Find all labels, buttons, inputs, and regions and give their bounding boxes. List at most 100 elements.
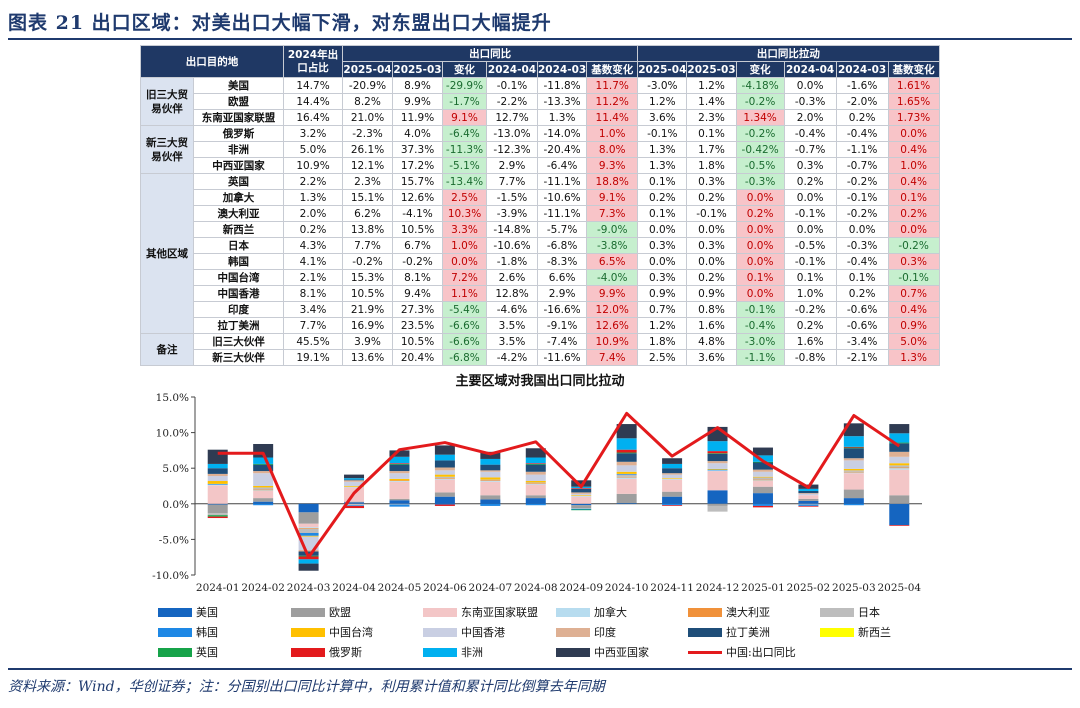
table-cell: 0.0%: [735, 285, 785, 302]
table-cell: 6.2%: [342, 205, 393, 222]
bar-segment: [616, 461, 637, 466]
table-cell: 7.4%: [586, 349, 639, 366]
legend-label: 印度: [594, 626, 616, 639]
table-cell: -11.1%: [536, 205, 588, 222]
table-cell: -1.5%: [486, 189, 538, 206]
table-row: 新三大贸易伙伴 俄罗斯 3.2% -2.3% 4.0% -6.4% -13.0% -14.0%…: [140, 125, 940, 174]
table-cell: 3.9%: [342, 333, 393, 350]
row-label: 中国台湾: [193, 269, 284, 286]
table-cell: 4.3%: [283, 237, 343, 254]
bar-segment: [616, 478, 637, 494]
bar-segment: [889, 467, 910, 469]
group-label: 新三大贸易伙伴: [140, 125, 194, 174]
bar-segment: [798, 503, 819, 505]
table-cell: -0.3%: [735, 173, 785, 190]
table-cell: 11.2%: [586, 93, 639, 110]
header-sub-8: 变化: [735, 61, 785, 78]
bar-segment: [480, 503, 501, 506]
legend-label: 新西兰: [858, 626, 891, 639]
bar-segment: [889, 443, 910, 452]
table-cell: -20.9%: [342, 77, 393, 94]
legend-label: 澳大利亚: [726, 606, 770, 619]
bar-segment: [752, 455, 773, 462]
table-cell: -9.1%: [536, 317, 588, 334]
bar-segment: [525, 484, 546, 496]
table-cell: 0.3%: [783, 157, 837, 174]
legend-swatch: [423, 647, 457, 657]
bar-segment: [707, 471, 728, 491]
legend-swatch: [820, 607, 854, 617]
bar-segment: [662, 458, 683, 464]
table-cell: 4.8%: [686, 333, 737, 350]
table-cell: -12.3%: [486, 141, 538, 158]
bar-segment: [662, 478, 683, 479]
table-cell: 0.2%: [637, 189, 688, 206]
bar-segment: [298, 528, 319, 533]
x-tick-label: 2025-04: [877, 582, 921, 594]
table-cell: -0.1%: [783, 253, 837, 270]
bar-segment: [434, 504, 455, 506]
table-cell: -4.2%: [486, 349, 538, 366]
bar-segment: [843, 436, 864, 447]
table-cell: 2.3%: [686, 109, 737, 126]
table-cell: -13.3%: [536, 93, 588, 110]
bar-segment: [389, 450, 410, 457]
bar-segment: [571, 503, 592, 506]
table-cell: 8.9%: [392, 77, 443, 94]
bar-segment: [525, 495, 546, 499]
bar-segment: [843, 489, 864, 499]
bar-segment: [298, 512, 319, 524]
bar-segment: [843, 423, 864, 437]
bar-segment: [298, 527, 319, 529]
bar-segment: [389, 473, 410, 479]
table-cell: 0.0%: [686, 221, 737, 238]
table-cell: 9.4%: [392, 285, 443, 302]
table-cell: 8.1%: [392, 269, 443, 286]
bar-segment: [434, 454, 455, 461]
table-cell: 0.4%: [887, 301, 940, 318]
bar-segment: [843, 503, 864, 506]
bar-segment: [889, 469, 910, 496]
figure-title-bar: 图表 21 出口区域：对美出口大幅下滑，对东盟出口大幅提升: [8, 4, 1072, 40]
bar-segment: [298, 563, 319, 571]
legend-item: 加拿大: [556, 604, 627, 620]
row-label: 韩国: [193, 253, 284, 270]
y-tick-label: 15.0%: [156, 392, 189, 404]
table-cell: -0.7%: [783, 141, 837, 158]
bar-segment: [344, 478, 365, 480]
bar-segment: [752, 469, 773, 472]
table-cell: 0.3%: [637, 237, 688, 254]
header-sub-6: 2025-04: [637, 61, 688, 78]
legend-swatch: [688, 627, 722, 637]
table-cell: 3.3%: [442, 221, 487, 238]
table-row: 旧三大贸易伙伴 美国 14.7% -20.9% 8.9% -29.9% -0.1% -11.8…: [140, 77, 940, 126]
bar-segment: [480, 477, 501, 480]
table-cell: -0.4%: [783, 125, 837, 142]
table-cell: -0.2%: [835, 173, 889, 190]
table-cell: 7.7%: [486, 173, 538, 190]
bar-segment: [253, 489, 274, 491]
bar-segment: [798, 498, 819, 501]
bar-segment: [389, 498, 410, 501]
bar-segment: [298, 528, 319, 529]
bar-segment: [434, 496, 455, 504]
legend-item: 东南亚国家联盟: [423, 604, 538, 620]
table-cell: 1.3%: [637, 157, 688, 174]
legend-label: 英国: [196, 646, 218, 659]
table-cell: 3.5%: [486, 333, 538, 350]
table-cell: 0.0%: [637, 253, 688, 270]
table-cell: -11.3%: [442, 141, 487, 158]
group-label: 备注: [140, 333, 194, 366]
bar-segment: [889, 442, 910, 444]
table-cell: -9.0%: [586, 221, 639, 238]
legend-item: 日本: [820, 604, 880, 620]
bar-segment: [889, 451, 910, 457]
table-cell: -13.0%: [486, 125, 538, 142]
bar-segment: [344, 505, 365, 506]
table-cell: 12.6%: [392, 189, 443, 206]
table-cell: -1.7%: [442, 93, 487, 110]
table-cell: -0.2%: [887, 237, 940, 254]
bar-segment: [843, 468, 864, 471]
bar-segment: [707, 461, 728, 464]
table-cell: 17.2%: [392, 157, 443, 174]
